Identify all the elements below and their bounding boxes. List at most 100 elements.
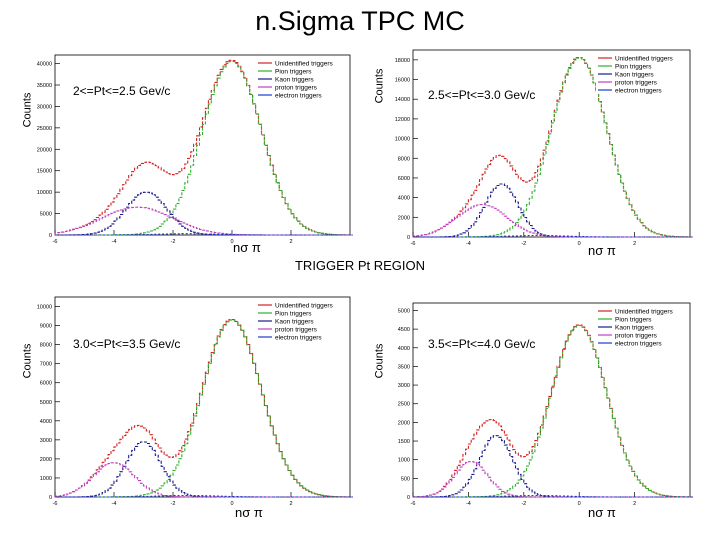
y-tick-label: 2500 (398, 402, 410, 408)
x-tick-label: 0 (578, 501, 581, 507)
y-tick-label: 16000 (395, 78, 410, 84)
chart-panel-1: 0 5000 10000 15000 20000 25000 30000 35000 40000… (20, 40, 353, 255)
y-tick-label: 4000 (40, 419, 52, 425)
y-tick-label: 4000 (398, 346, 410, 352)
chart-3-svg: 0 1000 2000 3000 4000 5000 6000 7000 8000 9000 100… (37, 296, 353, 507)
y-tick-label: 5000 (40, 400, 52, 406)
series-electron-line (55, 494, 353, 498)
chart-3-range-label: 3.0<=Pt<=3.5 Gev/c (73, 337, 181, 351)
x-tick-label: 0 (578, 241, 581, 247)
x-tick-label: 2 (289, 501, 292, 507)
legend-entry-pion: Pion triggers (615, 64, 652, 71)
x-tick-label: -4 (112, 239, 117, 245)
series-kaon-line (413, 183, 693, 238)
x-tick-label: -6 (53, 501, 58, 507)
series-kaon-line (55, 191, 353, 236)
series-kaon-line (55, 441, 353, 498)
y-tick-label: 3500 (398, 364, 410, 370)
legend-entry-unidentified: Unidentified triggers (275, 61, 334, 68)
y-tick-label: 35000 (37, 83, 52, 89)
legend-entry-kaon: Kaon triggers (275, 77, 314, 84)
x-tick-label: 2 (633, 501, 636, 507)
y-tick-label: 5000 (40, 212, 52, 218)
chart-panel-4: 0 500 1000 1500 2000 2500 3000 3500 4000 4500 5000… (378, 285, 708, 515)
y-tick-label: 2000 (398, 420, 410, 426)
y-tick-label: 10000 (37, 305, 52, 311)
chart-1-range-label: 2<=Pt<=2.5 Gev/c (73, 84, 171, 98)
x-tick-label: -6 (411, 241, 416, 247)
chart-2-svg: 0 2000 4000 6000 8000 10000 12000 14000 16000 180… (395, 49, 693, 247)
series-proton-line (54, 206, 353, 236)
legend-entry-proton: proton triggers (275, 85, 318, 92)
x-tick-label: 2 (633, 241, 636, 247)
x-tick-label: 2 (289, 239, 292, 245)
x-tick-label: -2 (521, 501, 526, 507)
legend-box (256, 299, 348, 341)
y-tick-label: 18000 (395, 58, 410, 64)
y-tick-label: 0 (407, 495, 410, 501)
legend-box (596, 52, 688, 94)
legend-entry-electron: electron triggers (615, 341, 662, 348)
legend-entry-pion: Pion triggers (615, 317, 652, 324)
y-tick-label: 4000 (398, 196, 410, 202)
x-tick-label: -6 (53, 239, 58, 245)
x-tick-label: 0 (230, 501, 233, 507)
x-tick-label: -4 (112, 501, 117, 507)
x-tick-label: -2 (171, 239, 176, 245)
legend-box (256, 57, 348, 99)
chart-1-ylabel: Counts (21, 92, 34, 128)
series-kaon-line (413, 435, 693, 498)
y-tick-label: 5000 (398, 308, 410, 314)
x-tick-label: -4 (466, 501, 471, 507)
chart-2-ylabel: Counts (373, 68, 386, 104)
series-pion-line (55, 319, 353, 498)
y-tick-label: 9000 (40, 324, 52, 330)
chart-4-ylabel: Counts (373, 343, 386, 379)
y-tick-label: 1000 (398, 458, 410, 464)
series-proton-line (412, 461, 693, 498)
x-tick-label: -2 (521, 241, 526, 247)
legend-entry-unidentified: Unidentified triggers (615, 56, 674, 63)
y-tick-label: 500 (401, 476, 410, 482)
x-tick-label: -2 (171, 501, 176, 507)
legend-entry-proton: proton triggers (615, 333, 658, 340)
chart-panel-2: 0 2000 4000 6000 8000 10000 12000 14000 16000 180… (378, 40, 708, 255)
legend-entry-electron: electron triggers (275, 93, 322, 100)
y-tick-label: 10000 (37, 190, 52, 196)
chart-1-frame (54, 54, 351, 236)
legend-entry-proton: proton triggers (615, 80, 658, 87)
series-proton-line (412, 204, 693, 238)
y-tick-label: 20000 (37, 147, 52, 153)
legend-entry-unidentified: Unidentified triggers (275, 303, 334, 310)
legend-box (596, 305, 688, 347)
chart-3-ylabel: Counts (21, 343, 34, 379)
legend-entry-kaon: Kaon triggers (615, 325, 654, 332)
y-tick-label: 0 (407, 235, 410, 241)
page-title: n.Sigma TPC MC (255, 6, 465, 36)
chart-4-range-label: 3.5<=Pt<=4.0 Gev/c (428, 337, 536, 351)
x-tick-label: -6 (411, 501, 416, 507)
legend-entry-electron: electron triggers (275, 335, 322, 342)
y-tick-label: 0 (49, 495, 52, 501)
y-tick-label: 1500 (398, 439, 410, 445)
legend-entry-kaon: Kaon triggers (275, 319, 314, 326)
chart-2-xlabel: nσ π (588, 243, 616, 258)
series-unidentified-line (412, 324, 693, 498)
chart-3-xlabel: nσ π (235, 505, 263, 520)
chart-4-svg: 0 500 1000 1500 2000 2500 3000 3500 4000 4500 5000… (398, 302, 693, 507)
series-unidentified-line (54, 318, 353, 498)
y-tick-label: 12000 (395, 117, 410, 123)
series-pion-line (413, 325, 693, 498)
y-tick-label: 3000 (40, 438, 52, 444)
y-tick-label: 8000 (398, 156, 410, 162)
y-tick-label: 4500 (398, 327, 410, 333)
y-tick-label: 2000 (40, 457, 52, 463)
series-electron-line (413, 234, 693, 238)
legend-entry-proton: proton triggers (275, 327, 318, 334)
legend-entry-electron: electron triggers (615, 88, 662, 95)
y-tick-label: 3000 (398, 383, 410, 389)
y-tick-label: 1000 (40, 476, 52, 482)
series-pion-line (55, 61, 353, 236)
chart-1-xlabel: nσ π (233, 240, 261, 255)
y-tick-label: 10000 (395, 137, 410, 143)
